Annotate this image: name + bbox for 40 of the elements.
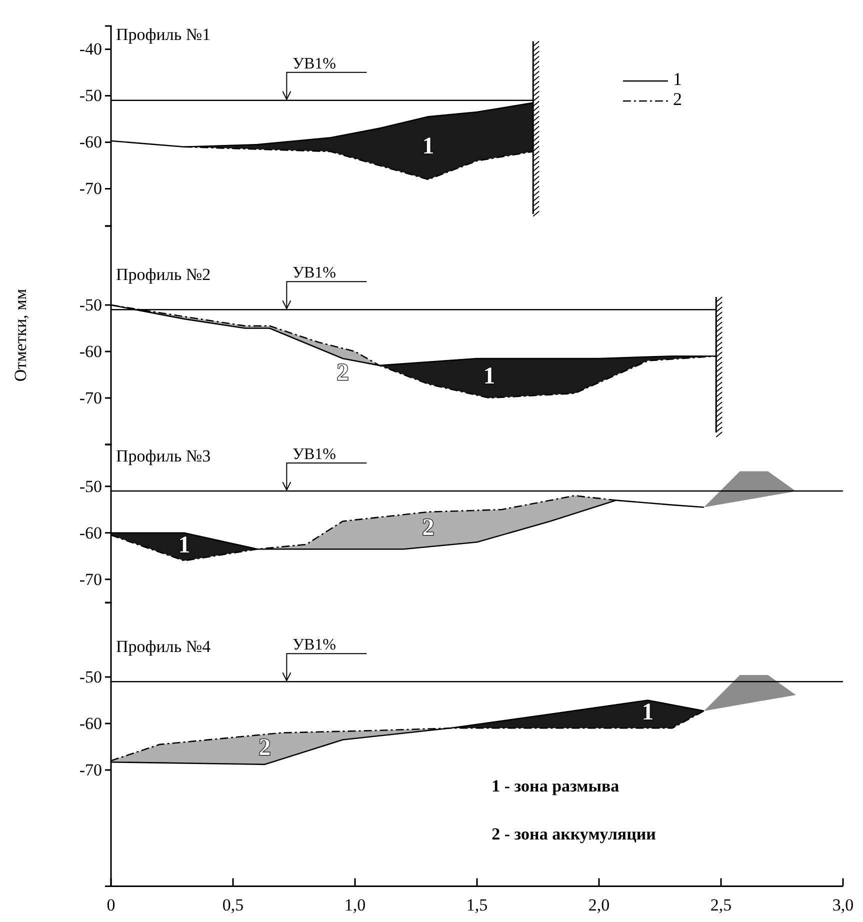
x-tick-label: 3,0 [832,895,854,914]
ref-line-label: УВ1% [292,55,336,72]
y-tick-label: -70 [79,760,102,780]
annotation: 1 [642,700,654,726]
y-axis-title: Отметки, мм [11,288,30,382]
annotation: 2 - зона аккумуляции [492,824,656,844]
ref-line-label: УВ1% [292,636,336,654]
y-tick-label: -60 [79,523,102,542]
ref-line-label: УВ1% [292,264,336,282]
annotation: 2 [258,734,271,761]
annotation: 1 [178,532,190,558]
x-tick-label: 1,5 [466,895,488,914]
annotation: 2 [422,514,434,541]
x-tick-label: 0 [106,895,116,914]
x-tick-label: 0,5 [222,895,244,914]
x-tick-label: 2,0 [588,895,610,914]
y-tick-label: -50 [79,667,102,686]
y-tick-label: -50 [79,295,102,314]
y-tick-label: -50 [79,476,102,496]
text: Профиль №4 [116,637,212,656]
legend-label: 2 [673,89,682,110]
chart-title: Профиль №3 [116,446,211,466]
y-tick-label: -60 [79,342,102,361]
y-tick-label: -70 [79,388,102,408]
y-tick-label: -60 [79,132,102,152]
x-tick-label: 1,0 [344,895,366,914]
y-tick-label: -60 [79,714,102,733]
text: Профиль №2 [116,265,211,284]
y-tick-label: -50 [79,86,102,106]
y-tick-label: -40 [79,40,102,59]
annotation: 1 [422,134,434,160]
y-tick-label: -70 [79,570,102,589]
ref-line-label: УВ1% [292,446,336,463]
legend-label: 1 [673,69,682,90]
annotation: 1 - зона размыва [492,776,620,796]
y-tick-label: -70 [79,179,102,198]
chart-title: Профиль №1 [116,25,211,44]
annotation: 1 [483,364,496,390]
x-tick-label: 2,5 [710,895,732,914]
annotation: 2 [336,360,349,386]
